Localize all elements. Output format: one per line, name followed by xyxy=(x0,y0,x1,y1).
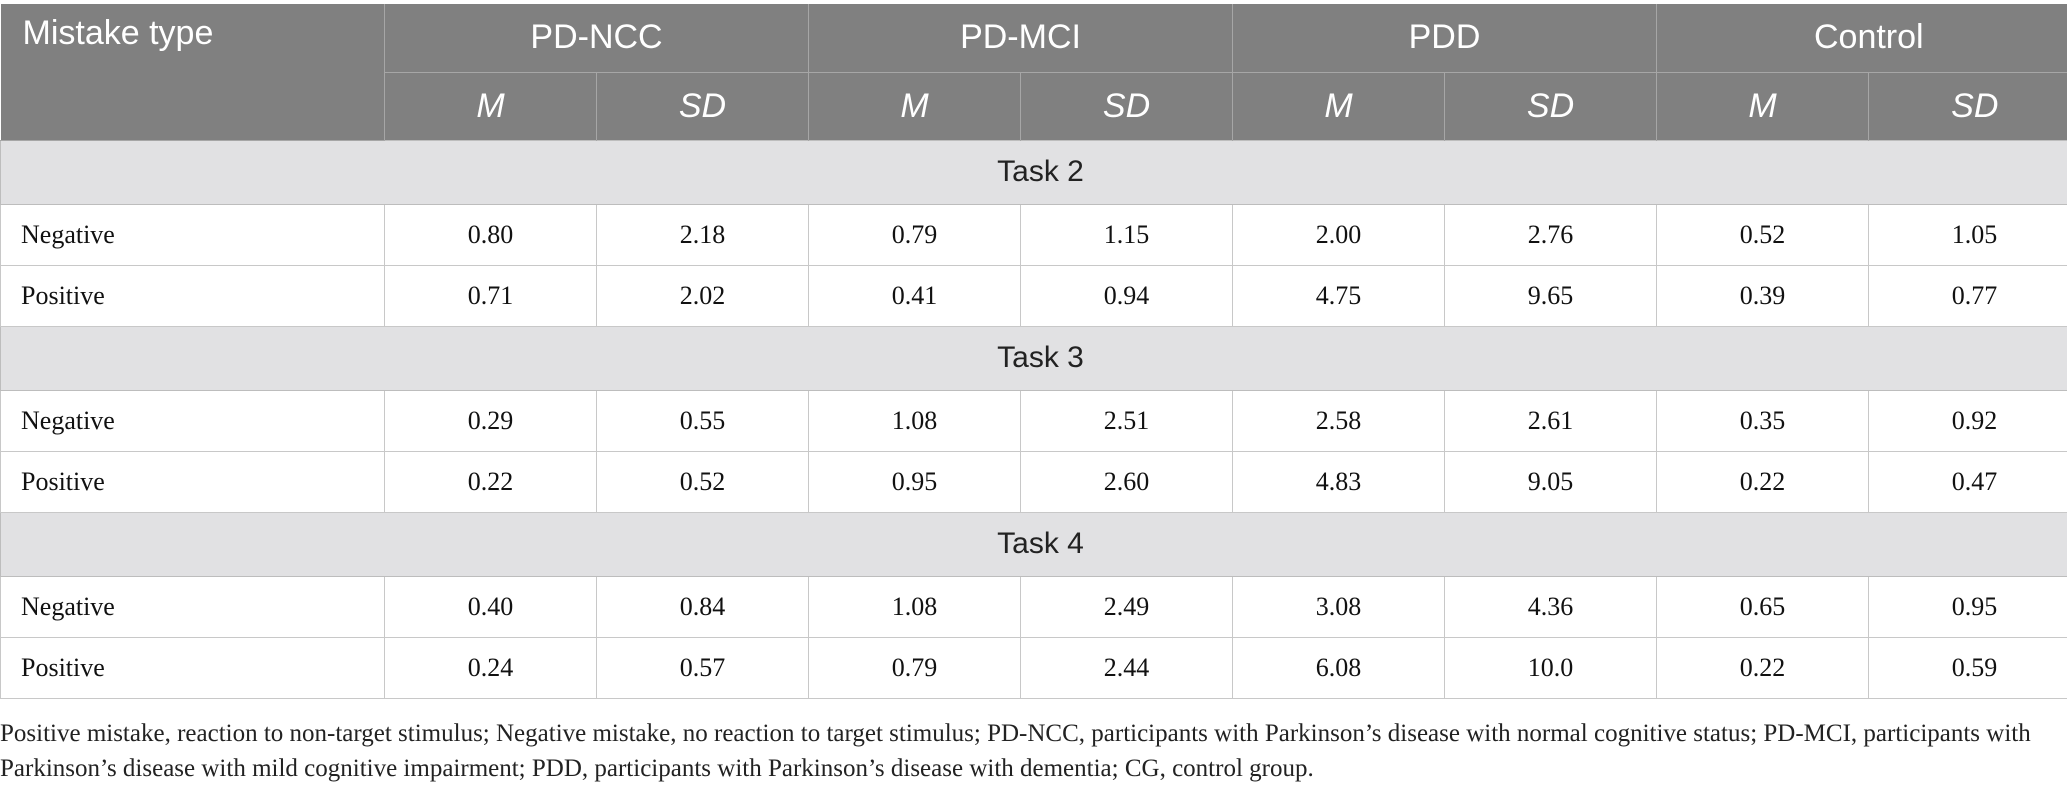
header-sub-sd: SD xyxy=(1444,72,1658,140)
table-cell: 1.15 xyxy=(1019,203,1234,266)
section-title: Task 4 xyxy=(0,511,2067,577)
section-row: Task 4 xyxy=(0,511,2067,577)
table-cell: 0.41 xyxy=(808,264,1021,327)
table-cell: 4.83 xyxy=(1232,450,1446,513)
table-cell: 4.75 xyxy=(1232,264,1446,327)
table-cell: 2.18 xyxy=(596,203,809,266)
table-cell: 0.22 xyxy=(384,450,597,513)
section-row: Task 3 xyxy=(0,325,2067,391)
table-cell: 10.0 xyxy=(1444,636,1658,699)
table-cell: 0.77 xyxy=(1868,264,2067,327)
table-cell: 2.49 xyxy=(1019,575,1234,638)
table-cell: 0.29 xyxy=(384,389,597,452)
table-cell: 6.08 xyxy=(1232,636,1446,699)
table-cell: 0.71 xyxy=(384,264,597,327)
table-cell: 2.00 xyxy=(1232,203,1446,266)
table-cell: 0.35 xyxy=(1656,389,1870,452)
table-cell: 1.08 xyxy=(808,389,1021,452)
header-sub-m: M xyxy=(1656,72,1870,140)
table-cell: 0.94 xyxy=(1019,264,1234,327)
table-row: Positive 0.24 0.57 0.79 2.44 6.08 10.0 0.22 0.59 xyxy=(0,636,2067,699)
table-cell: 9.05 xyxy=(1444,450,1658,513)
table-cell: 0.55 xyxy=(596,389,809,452)
table-cell: 0.59 xyxy=(1868,636,2067,699)
table-cell: 1.08 xyxy=(808,575,1021,638)
row-label: Positive xyxy=(0,636,385,699)
header-sub-m: M xyxy=(384,72,597,140)
table-cell: 2.02 xyxy=(596,264,809,327)
table-body: Task 2 Negative 0.80 2.18 0.79 1.15 2.00 2.76 0.… xyxy=(0,139,2067,699)
results-table-container: Mistake type PD-NCC PD-MCI PDD Control M… xyxy=(0,4,2067,699)
table-cell: 1.05 xyxy=(1868,203,2067,266)
table-footnote: Positive mistake, reaction to non-target… xyxy=(0,720,2031,782)
row-label: Positive xyxy=(0,264,385,327)
mistakes-table: Mistake type PD-NCC PD-MCI PDD Control M… xyxy=(0,4,2067,699)
table-cell: 0.47 xyxy=(1868,450,2067,513)
table-cell: 0.79 xyxy=(808,636,1021,699)
table-cell: 0.57 xyxy=(596,636,809,699)
row-label: Positive xyxy=(0,450,385,513)
header-group-pd-ncc: PD-NCC xyxy=(384,4,809,73)
table-cell: 3.08 xyxy=(1232,575,1446,638)
header-group-pdd: PDD xyxy=(1232,4,1658,73)
table-header: Mistake type PD-NCC PD-MCI PDD Control M… xyxy=(0,4,2067,141)
table-cell: 2.44 xyxy=(1019,636,1234,699)
header-sub-sd: SD xyxy=(1868,72,2067,140)
header-group-control: Control xyxy=(1656,4,2067,73)
table-cell: 2.60 xyxy=(1019,450,1234,513)
table-cell: 2.51 xyxy=(1019,389,1234,452)
header-mistake-type: Mistake type xyxy=(0,4,385,141)
table-cell: 2.76 xyxy=(1444,203,1658,266)
table-row: Negative 0.29 0.55 1.08 2.51 2.58 2.61 0.35 0.92 xyxy=(0,389,2067,452)
table-cell: 0.52 xyxy=(596,450,809,513)
table-cell: 0.22 xyxy=(1656,636,1870,699)
table-cell: 9.65 xyxy=(1444,264,1658,327)
section-title: Task 3 xyxy=(0,325,2067,391)
table-row: Negative 0.40 0.84 1.08 2.49 3.08 4.36 0.65 0.95 xyxy=(0,575,2067,638)
row-label: Negative xyxy=(0,575,385,638)
table-cell: 4.36 xyxy=(1444,575,1658,638)
table-cell: 0.40 xyxy=(384,575,597,638)
table-cell: 0.52 xyxy=(1656,203,1870,266)
table-cell: 2.61 xyxy=(1444,389,1658,452)
header-group-pd-mci: PD-MCI xyxy=(808,4,1234,73)
header-sub-sd: SD xyxy=(1020,72,1234,140)
table-cell: 0.95 xyxy=(808,450,1021,513)
table-cell: 0.84 xyxy=(596,575,809,638)
table-cell: 0.92 xyxy=(1868,389,2067,452)
table-row: Negative 0.80 2.18 0.79 1.15 2.00 2.76 0.52 1.05 xyxy=(0,203,2067,266)
header-sub-m: M xyxy=(808,72,1021,140)
table-cell: 0.24 xyxy=(384,636,597,699)
table-cell: 0.22 xyxy=(1656,450,1870,513)
row-label: Negative xyxy=(0,203,385,266)
table-cell: 2.58 xyxy=(1232,389,1446,452)
section-title: Task 2 xyxy=(0,139,2067,205)
table-cell: 0.79 xyxy=(808,203,1021,266)
table-cell: 0.80 xyxy=(384,203,597,266)
table-cell: 0.39 xyxy=(1656,264,1870,327)
table-cell: 0.65 xyxy=(1656,575,1870,638)
table-row: Positive 0.71 2.02 0.41 0.94 4.75 9.65 0.39 0.77 xyxy=(0,264,2067,327)
header-sub-sd: SD xyxy=(596,72,809,140)
header-sub-m: M xyxy=(1232,72,1446,140)
section-row: Task 2 xyxy=(0,139,2067,205)
table-row: Positive 0.22 0.52 0.95 2.60 4.83 9.05 0.22 0.47 xyxy=(0,450,2067,513)
row-label: Negative xyxy=(0,389,385,452)
table-cell: 0.95 xyxy=(1868,575,2067,638)
